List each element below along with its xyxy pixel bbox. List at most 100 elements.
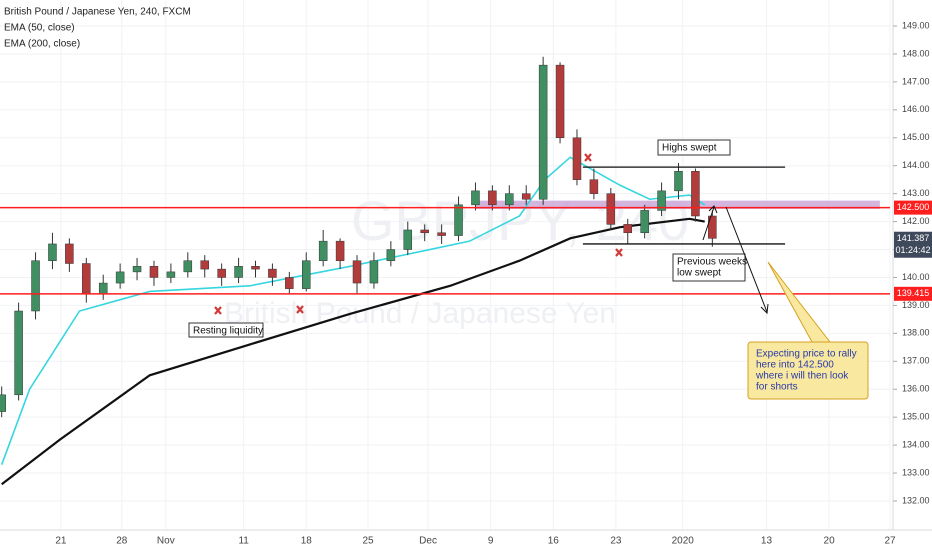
grid bbox=[0, 0, 891, 530]
candle-body bbox=[386, 249, 396, 261]
candle-body bbox=[132, 266, 142, 273]
y-tick-label: 148.00 bbox=[902, 48, 930, 58]
zone-layer bbox=[475, 200, 880, 210]
candle-body bbox=[369, 260, 379, 284]
chart-title: British Pound / Japanese Yen, 240, FXCM bbox=[4, 7, 191, 18]
axis-panel bbox=[893, 0, 932, 550]
candle-body bbox=[606, 193, 616, 225]
x-mark bbox=[615, 248, 623, 257]
candle-body bbox=[403, 229, 413, 250]
x-mark bbox=[296, 305, 304, 314]
y-tick-label: 132.00 bbox=[902, 495, 930, 505]
candle-body bbox=[183, 260, 193, 273]
countdown-label: 01:24:42 bbox=[895, 245, 930, 255]
candle-body bbox=[640, 210, 649, 234]
x-tick-label: 18 bbox=[301, 536, 313, 547]
watermark: GBPJPY, 240 bbox=[351, 189, 689, 252]
candle-body bbox=[318, 240, 328, 261]
y-tick-label: 139.00 bbox=[902, 300, 930, 310]
candle-layer bbox=[0, 56, 717, 418]
x-tick-label: 11 bbox=[238, 536, 249, 547]
candle-body bbox=[251, 266, 260, 270]
y-tick-label: 137.00 bbox=[902, 356, 930, 366]
candle-body bbox=[268, 268, 277, 278]
price-tags: 142.500 139.415 141.387 01:24:42 bbox=[894, 200, 932, 301]
note-highs: Highs swept bbox=[662, 143, 717, 154]
x-mark bbox=[584, 153, 592, 162]
candle-body bbox=[0, 394, 6, 412]
price-tag bbox=[894, 286, 932, 301]
x-tick-label: 23 bbox=[610, 536, 622, 547]
y-tick-label: 146.00 bbox=[902, 104, 930, 114]
candle-body bbox=[335, 240, 345, 261]
note-box bbox=[672, 253, 746, 282]
y-tick-label: 134.00 bbox=[902, 439, 930, 449]
x-tick-label: Nov bbox=[157, 536, 175, 547]
candle-body bbox=[437, 232, 446, 236]
candle-body bbox=[98, 282, 108, 295]
x-tick-label: 9 bbox=[488, 536, 494, 547]
candle-body bbox=[691, 171, 700, 217]
y-tick-label: 147.00 bbox=[902, 76, 930, 86]
y-tick-label: 144.00 bbox=[902, 160, 930, 170]
x-tick-label: 13 bbox=[761, 536, 773, 547]
x-tick-label: 16 bbox=[548, 536, 560, 547]
candle-body bbox=[115, 271, 125, 284]
annotations: Highs swept Previous weeks low swept Res… bbox=[188, 139, 869, 400]
candle-body bbox=[48, 243, 57, 261]
x-tick-label: 25 bbox=[362, 536, 374, 547]
callout-text: where i will then look bbox=[755, 371, 849, 382]
candle-body bbox=[31, 260, 40, 312]
note-lows: Previous weeks bbox=[677, 257, 747, 268]
candle-body bbox=[420, 229, 429, 234]
y-tick-label: 138.00 bbox=[902, 328, 930, 338]
y-tick-label: 142.00 bbox=[902, 216, 930, 226]
indicator-label: EMA (200, close) bbox=[4, 39, 80, 50]
note-box bbox=[188, 322, 264, 338]
ema-line bbox=[0, 156, 706, 465]
x-tick-label: 28 bbox=[116, 536, 128, 547]
candle-body bbox=[14, 310, 23, 396]
y-tick-label: 143.00 bbox=[902, 188, 930, 198]
note-resting: Resting liquidity bbox=[193, 326, 263, 337]
candle-body bbox=[234, 266, 243, 278]
indicator-label: EMA (50, close) bbox=[4, 23, 75, 34]
candle-body bbox=[82, 263, 91, 295]
note-box bbox=[657, 139, 731, 156]
candle-body bbox=[538, 64, 548, 200]
candle-body bbox=[572, 137, 582, 180]
x-tick-label: 21 bbox=[55, 536, 67, 547]
y-tick-label: 133.00 bbox=[902, 467, 930, 477]
candle-body bbox=[708, 215, 717, 239]
candle-body bbox=[302, 260, 311, 289]
y-tick-label: 145.00 bbox=[902, 132, 930, 142]
candle-body bbox=[471, 190, 480, 206]
candle-body bbox=[674, 171, 683, 192]
candle-body bbox=[589, 179, 599, 194]
candle-body bbox=[623, 224, 632, 234]
x-marks bbox=[214, 153, 623, 315]
candle-body bbox=[285, 277, 294, 289]
candle-body bbox=[65, 243, 74, 264]
price-tag-label: 142.500 bbox=[897, 202, 930, 212]
callout-text: Expecting price to rally bbox=[756, 349, 857, 360]
x-tick-label: 20 bbox=[824, 536, 836, 547]
candle-body bbox=[200, 260, 209, 270]
arrow-up bbox=[702, 205, 718, 241]
candle-body bbox=[454, 204, 463, 236]
price-tag bbox=[894, 200, 932, 215]
y-tick-label: 135.00 bbox=[902, 412, 930, 422]
callout-text: here into 142.500 bbox=[756, 360, 834, 371]
candle-body bbox=[488, 190, 497, 206]
candle-body bbox=[657, 190, 666, 211]
x-tick-label: 27 bbox=[884, 536, 896, 547]
x-tick-label: 2020 bbox=[672, 536, 695, 547]
candle-body bbox=[166, 271, 176, 278]
last-price-label: 141.387 bbox=[897, 233, 930, 243]
axes: 132.00 133.00 134.00 135.00 136.00 137.00 138.… bbox=[55, 20, 929, 546]
candle-body bbox=[521, 193, 531, 200]
last-price-tag bbox=[894, 231, 932, 258]
candle-body bbox=[555, 64, 565, 139]
